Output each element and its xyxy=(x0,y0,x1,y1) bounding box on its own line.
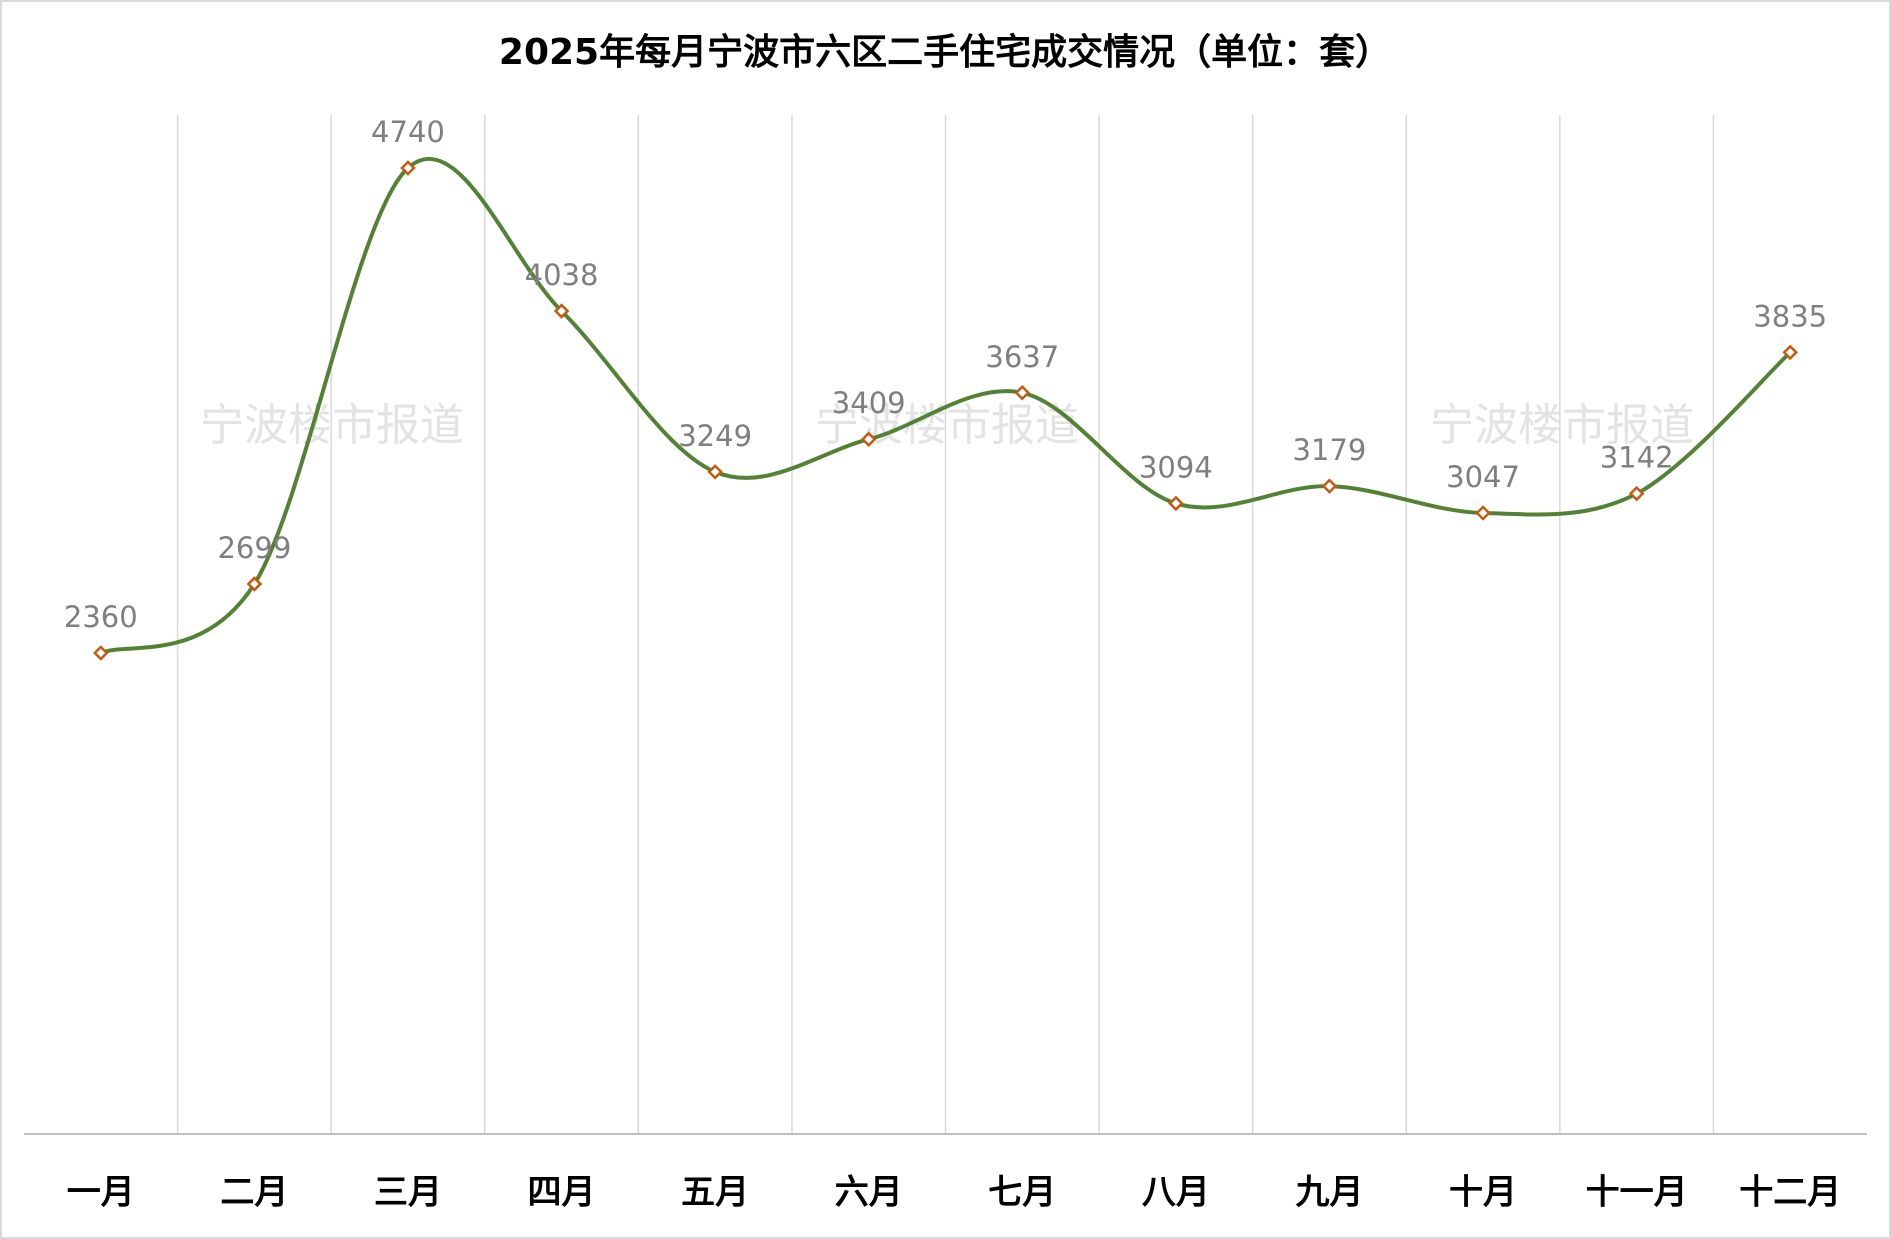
marker xyxy=(1628,485,1645,502)
marker xyxy=(1475,505,1491,521)
marker xyxy=(1168,495,1184,512)
marker xyxy=(707,464,723,480)
marker xyxy=(246,576,263,592)
marker xyxy=(1782,344,1798,361)
marker xyxy=(1321,478,1338,494)
x-tick-label: 十月 xyxy=(1449,1173,1517,1213)
x-tick-label: 四月 xyxy=(528,1173,596,1213)
x-tick-label: 九月 xyxy=(1295,1173,1363,1213)
x-tick-label: 十一月 xyxy=(1586,1173,1688,1213)
data-label: 3179 xyxy=(1293,433,1367,467)
data-label: 3835 xyxy=(1753,299,1827,333)
data-label: 4740 xyxy=(371,115,445,149)
x-tick-label: 七月 xyxy=(988,1173,1056,1213)
x-tick-label: 八月 xyxy=(1142,1173,1210,1213)
data-label: 4038 xyxy=(525,258,599,292)
watermark: 宁波楼市报道 xyxy=(1430,400,1694,451)
marker xyxy=(1014,385,1031,401)
x-tick-label: 十二月 xyxy=(1739,1173,1841,1213)
marker xyxy=(400,160,416,176)
marker xyxy=(93,645,109,661)
data-label: 3047 xyxy=(1446,460,1520,494)
data-label: 2699 xyxy=(217,531,291,565)
data-label: 3637 xyxy=(985,340,1059,374)
data-label: 3094 xyxy=(1139,450,1213,484)
watermark: 宁波楼市报道 xyxy=(200,400,464,451)
x-tick-label: 二月 xyxy=(220,1173,288,1213)
marker xyxy=(553,303,570,319)
data-label: 3249 xyxy=(678,419,752,453)
data-label: 3142 xyxy=(1600,441,1674,475)
x-tick-label: 一月 xyxy=(67,1173,135,1213)
marker xyxy=(860,431,877,448)
x-tick-label: 三月 xyxy=(374,1173,442,1213)
x-tick-label: 六月 xyxy=(835,1173,903,1213)
data-label: 2360 xyxy=(64,600,138,634)
data-label: 3409 xyxy=(832,386,906,420)
chart-title: 2025年每月宁波市六区二手住宅成交情况（单位：套） xyxy=(499,31,1391,73)
x-tick-label: 五月 xyxy=(681,1173,749,1213)
